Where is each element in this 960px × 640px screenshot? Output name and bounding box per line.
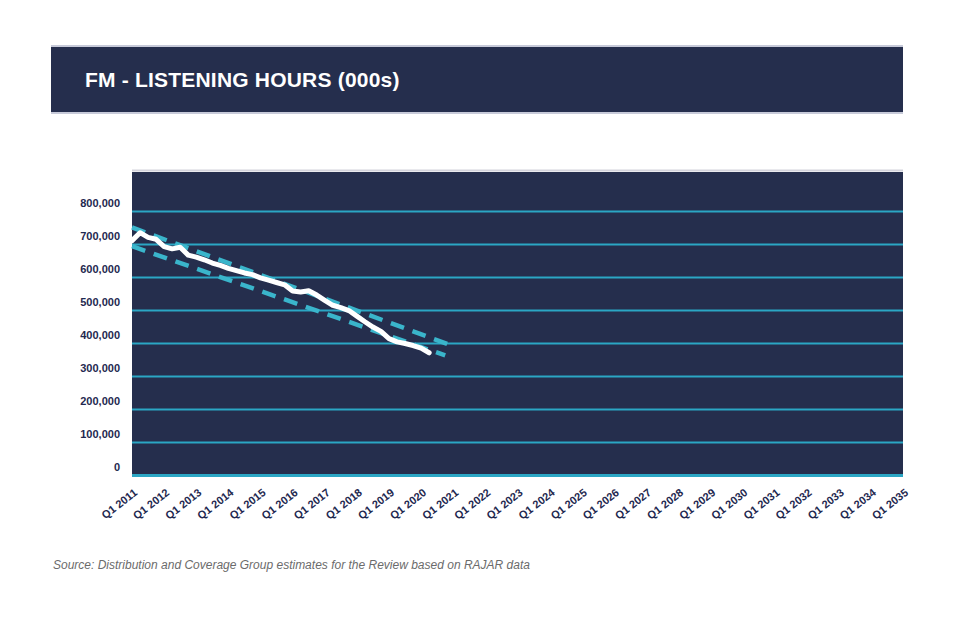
- x-tick-label: Q1 2035: [870, 486, 911, 521]
- y-tick-label: 800,000: [80, 197, 120, 209]
- y-tick-label: 300,000: [80, 362, 120, 374]
- y-tick-label: 700,000: [80, 230, 120, 242]
- y-tick-label: 500,000: [80, 296, 120, 308]
- y-tick-label: 600,000: [80, 263, 120, 275]
- y-tick-label: 200,000: [80, 395, 120, 407]
- source-note: Source: Distribution and Coverage Group …: [53, 558, 530, 572]
- chart-canvas: 0 100,000 200,000 300,000 400,000 500,000 600,…: [0, 0, 960, 640]
- y-tick-label: 400,000: [80, 329, 120, 341]
- y-tick-label: 0: [114, 461, 120, 473]
- y-tick-label: 100,000: [80, 428, 120, 440]
- plot-area: [132, 172, 903, 476]
